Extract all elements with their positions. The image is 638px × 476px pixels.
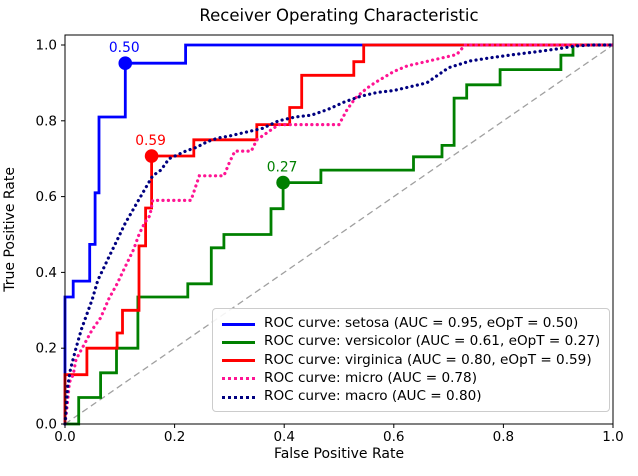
y-tick-label: 0.4 xyxy=(36,265,57,281)
roc-curve-versicolor xyxy=(65,43,613,426)
legend-label: ROC curve: setosa (AUC = 0.95, eOpT = 0.… xyxy=(264,315,579,332)
chart-title: Receiver Operating Characteristic xyxy=(199,6,479,25)
y-tick-label: 0.0 xyxy=(36,417,57,433)
roc-curve-micro xyxy=(63,43,615,426)
x-tick-label: 0.2 xyxy=(164,429,185,445)
legend-label: ROC curve: versicolor (AUC = 0.61, eOpT … xyxy=(264,333,601,350)
x-tick-label: 1.0 xyxy=(602,429,623,445)
legend-label: ROC curve: virginica (AUC = 0.80, eOpT =… xyxy=(264,351,592,368)
x-tick-label: 0.4 xyxy=(273,429,294,445)
legend-label: ROC curve: micro (AUC = 0.78) xyxy=(264,369,478,386)
legend: ROC curve: setosa (AUC = 0.95, eOpT = 0.… xyxy=(212,308,610,412)
legend-swatch-dotted xyxy=(222,395,255,399)
legend-item-virginica: ROC curve: virginica (AUC = 0.80, eOpT =… xyxy=(222,352,601,370)
legend-item-macro: ROC curve: macro (AUC = 0.80) xyxy=(222,388,601,406)
legend-swatch-solid xyxy=(222,359,255,362)
roc-curve-setosa xyxy=(63,43,613,424)
legend-item-micro: ROC curve: micro (AUC = 0.78) xyxy=(222,370,601,388)
legend-swatch-solid xyxy=(222,340,255,344)
eopt-marker-setosa xyxy=(118,56,133,70)
y-tick-label: 0.8 xyxy=(36,113,57,129)
y-tick-label: 0.6 xyxy=(36,189,57,205)
roc-curve-macro xyxy=(63,43,615,426)
legend-swatch-solid xyxy=(222,322,255,326)
eopt-label-versicolor: 0.27 xyxy=(267,160,298,176)
legend-item-setosa: ROC curve: setosa (AUC = 0.95, eOpT = 0.… xyxy=(222,315,601,333)
legend-item-versicolor: ROC curve: versicolor (AUC = 0.61, eOpT … xyxy=(222,333,601,351)
eopt-label-setosa: 0.50 xyxy=(109,40,140,56)
legend-swatch-dotted xyxy=(222,377,255,381)
x-tick-label: 0.0 xyxy=(54,429,75,445)
eopt-marker-versicolor xyxy=(276,175,290,190)
axes-spines xyxy=(64,34,614,425)
legend-label: ROC curve: macro (AUC = 0.80) xyxy=(264,388,482,405)
x-tick-label: 0.6 xyxy=(383,429,404,445)
eopt-label-virginica: 0.59 xyxy=(135,133,166,149)
x-axis-label: False Positive Rate xyxy=(273,446,405,462)
y-tick-label: 1.0 xyxy=(36,38,57,54)
x-tick-label: 0.8 xyxy=(493,429,514,445)
chance-line xyxy=(64,44,614,425)
eopt-marker-virginica xyxy=(144,149,159,163)
y-tick-label: 0.2 xyxy=(36,341,57,357)
